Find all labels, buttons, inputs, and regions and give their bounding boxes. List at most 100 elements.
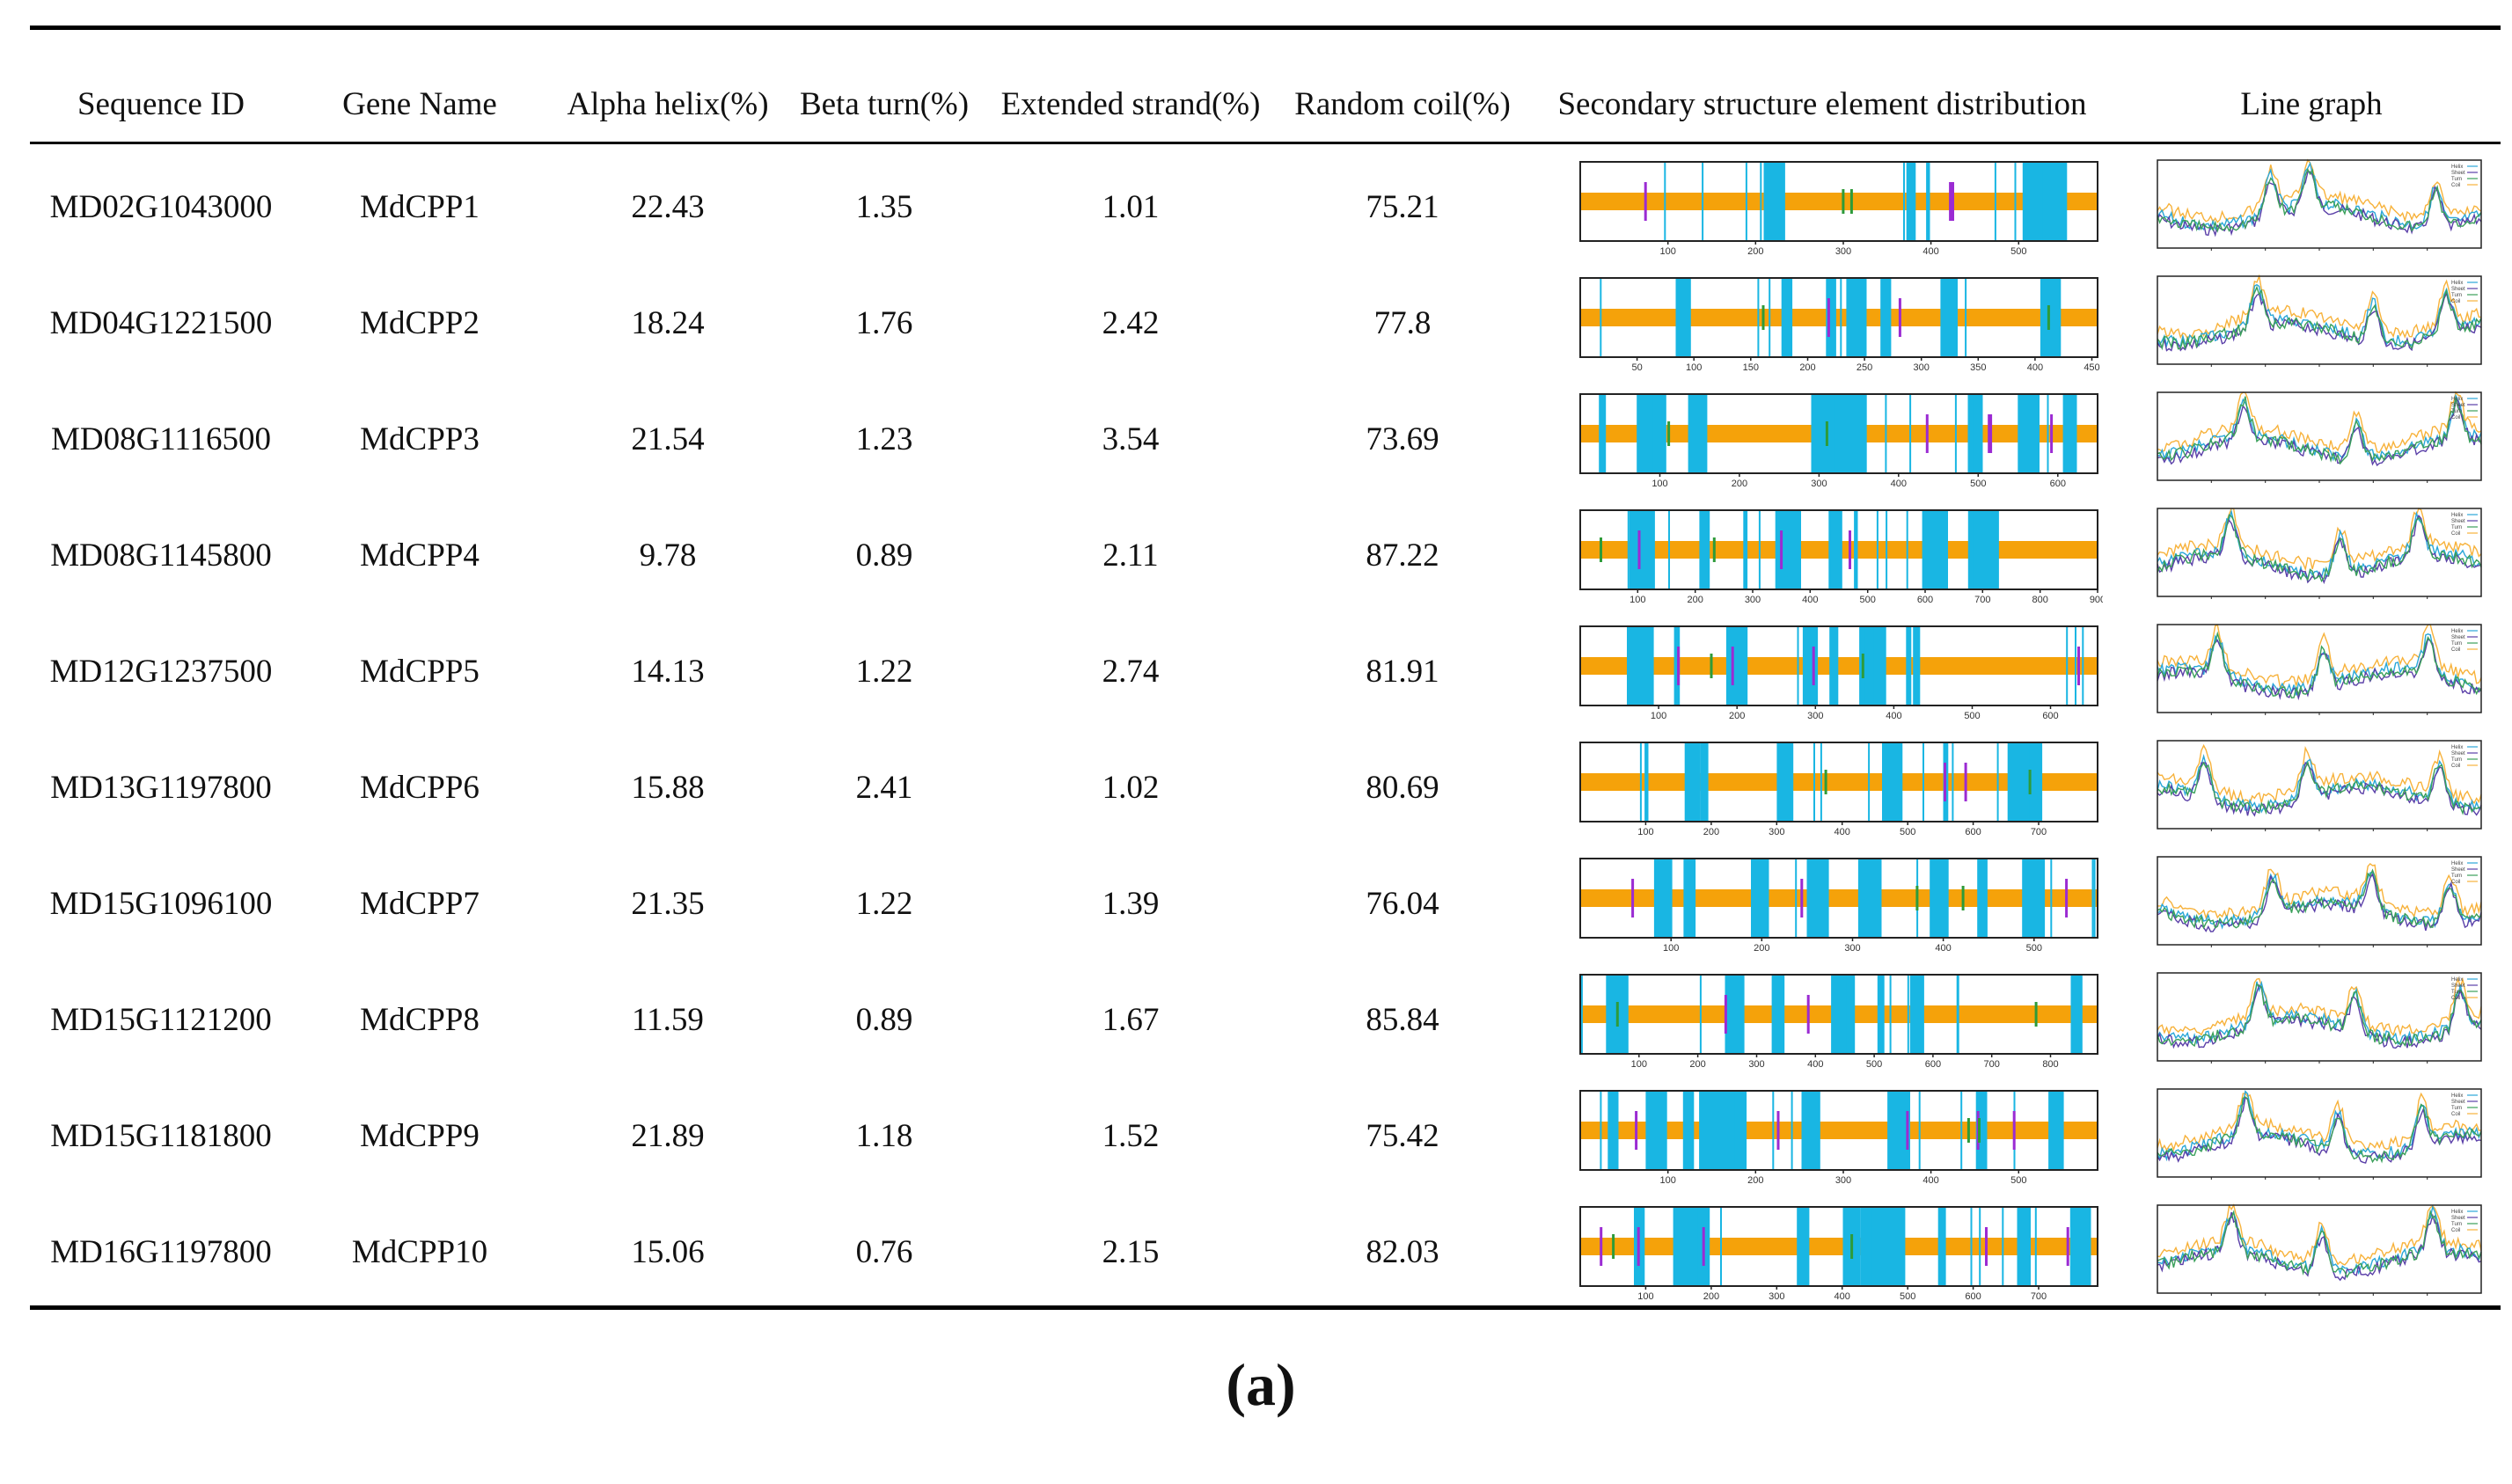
ss-coil-band — [1580, 773, 2098, 791]
ss-tick-label: 300 — [1811, 479, 1827, 489]
ss-helix-block — [1835, 394, 1858, 473]
ss-tick-label: 400 — [1935, 943, 1951, 954]
line-series-sheet — [2157, 983, 2482, 1049]
cell-beta-turn: 0.89 — [855, 537, 913, 574]
cell-beta-turn: 0.76 — [855, 1234, 913, 1270]
ss-strand-mark — [1776, 1111, 1780, 1150]
ss-turn-mark — [1600, 537, 1602, 562]
ss-helix-block — [1778, 742, 1791, 822]
line-graph-legend-label: Helix — [2451, 1210, 2463, 1215]
ss-helix-block — [2048, 1091, 2064, 1170]
ss-distribution-plot: 100 200 300 400 500 — [1579, 161, 2098, 257]
line-series-coil — [2157, 976, 2482, 1037]
cell-alpha-helix: 21.35 — [631, 886, 705, 922]
ss-tick-label: 400 — [1835, 827, 1850, 837]
ss-tick-label: 600 — [2050, 479, 2066, 489]
cell-gene-name: MdCPP2 — [360, 305, 480, 341]
ss-helix-line — [2050, 859, 2053, 938]
line-series-turn — [2157, 168, 2482, 233]
ss-strand-mark — [1985, 1227, 1988, 1266]
cell-beta-turn: 1.35 — [855, 189, 913, 225]
line-series-coil — [2157, 862, 2482, 920]
ss-helix-line — [1922, 742, 1924, 822]
ss-tick-label: 200 — [1799, 362, 1815, 373]
ss-helix-line — [1906, 510, 1908, 589]
ss-tick-label: 800 — [2032, 595, 2048, 605]
ss-helix-line — [2075, 626, 2076, 705]
ss-turn-mark — [2047, 305, 2050, 330]
line-graph-legend-label: Coil — [2451, 996, 2460, 1001]
ss-distribution-plot: 100 200 300 400 500 600 700 800 — [1579, 974, 2098, 1070]
ss-helix-line — [1700, 742, 1703, 822]
ss-helix-block — [1789, 510, 1801, 589]
line-graph-legend-label: Turn — [2451, 1222, 2462, 1227]
ss-coil-band — [1580, 193, 2098, 210]
ss-turn-mark — [1825, 421, 1828, 446]
cell-extended-strand: 2.42 — [1102, 305, 1160, 341]
ss-helix-block — [1801, 1091, 1818, 1170]
ss-strand-mark — [2012, 1111, 2016, 1150]
ss-helix-block — [1857, 859, 1882, 938]
ss-tick-label: 200 — [1688, 595, 1703, 605]
ss-helix-block — [1975, 1091, 1988, 1170]
ss-helix-block — [1743, 510, 1748, 589]
ss-helix-block — [1846, 278, 1867, 357]
ss-helix-line — [1889, 975, 1892, 1054]
ss-helix-line — [1840, 278, 1842, 357]
ss-helix-block — [1873, 626, 1886, 705]
ss-helix-line — [1868, 742, 1871, 822]
ss-turn-mark — [1615, 1002, 1619, 1027]
ss-strand-mark — [1964, 763, 1967, 801]
cell-beta-turn: 1.18 — [855, 1118, 913, 1154]
ss-helix-block — [1829, 626, 1839, 705]
ss-strand-mark — [1952, 182, 1954, 221]
ss-turn-mark — [1978, 1118, 1981, 1143]
ss-tick-label: 900 — [2090, 595, 2103, 605]
ss-helix-block — [1828, 510, 1842, 589]
ss-helix-line — [1876, 510, 1879, 589]
ss-helix-block — [2018, 394, 2040, 473]
ss-tick-label: 500 — [1900, 827, 1915, 837]
line-graph-legend-label: Sheet — [2451, 403, 2465, 408]
ss-tick-label: 100 — [1631, 1059, 1647, 1070]
line-graph-legend-label: Helix — [2451, 164, 2463, 170]
ss-helix-line — [1954, 394, 1957, 473]
ss-tick-label: 400 — [2027, 362, 2043, 373]
ss-helix-line — [1820, 742, 1822, 822]
ss-tick-label: 100 — [1651, 479, 1667, 489]
ss-tick-label: 700 — [2031, 1291, 2047, 1302]
cell-random-coil: 75.21 — [1366, 189, 1439, 225]
ss-helix-block — [1877, 975, 1885, 1054]
table-top-rule — [30, 26, 2501, 30]
ss-helix-block — [1732, 1091, 1747, 1170]
ss-distribution-plot: 50 100 150 200 250 300 350 400 450 — [1579, 277, 2100, 373]
line-graph-legend-label: Sheet — [2451, 635, 2465, 640]
ss-strand-mark — [1949, 182, 1952, 221]
ss-helix-line — [1600, 278, 1602, 357]
ss-helix-line — [1952, 278, 1955, 357]
ss-helix-line — [1720, 1207, 1722, 1286]
ss-distribution-plot: 100 200 300 400 500 600 — [1579, 393, 2098, 489]
header-line-graph: Line graph — [2240, 86, 2383, 122]
line-graph-legend-label: Turn — [2451, 1106, 2462, 1111]
cell-alpha-helix: 14.13 — [631, 654, 705, 690]
ss-helix-line — [1992, 510, 1994, 589]
ss-turn-mark — [2034, 1002, 2038, 1027]
ss-helix-line — [1791, 1091, 1793, 1170]
ss-strand-mark — [1898, 298, 1901, 337]
ss-tick-label: 500 — [1964, 711, 1980, 721]
ss-helix-block — [1699, 510, 1710, 589]
cell-sequence-id: MD04G1221500 — [49, 305, 273, 341]
cell-gene-name: MdCPP6 — [360, 770, 480, 806]
ss-strand-mark — [2050, 414, 2054, 453]
cell-gene-name: MdCPP4 — [360, 537, 480, 574]
cell-extended-strand: 2.74 — [1102, 654, 1160, 690]
ss-helix-line — [1760, 162, 1762, 241]
line-graph-legend-label: Turn — [2451, 641, 2462, 647]
line-graph-legend-label: Helix — [2451, 397, 2463, 402]
ss-coil-band — [1580, 657, 2098, 675]
ss-helix-block — [2007, 742, 2030, 822]
cell-sequence-id: MD08G1116500 — [50, 421, 272, 457]
cell-sequence-id: MD15G1181800 — [50, 1118, 272, 1154]
